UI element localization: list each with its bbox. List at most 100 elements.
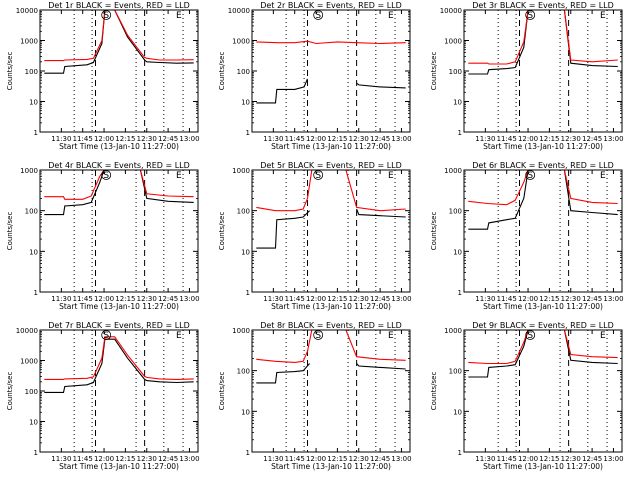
y-tick-label: 10 — [453, 408, 462, 416]
plot-frame — [251, 9, 411, 133]
y-tick-label: 1 — [458, 449, 462, 457]
y-tick-label: 1 — [34, 449, 38, 457]
marker-circle — [313, 330, 324, 340]
series-lld — [468, 10, 618, 65]
x-tick-label: 12:30 — [137, 135, 157, 143]
x-tick-label: 11:45 — [73, 295, 93, 303]
y-axis-label: Counts/sec — [218, 52, 226, 91]
plot-frame — [463, 329, 623, 453]
y-axis-label: Counts/sec — [6, 212, 14, 251]
x-tick-label: 12:15 — [115, 295, 135, 303]
y-tick-label: 100 — [449, 68, 462, 76]
x-tick-label: 12:00 — [306, 135, 326, 143]
x-axis-label: Start Time (13-Jan-10 11:27:00) — [59, 142, 179, 151]
series-lld — [44, 336, 194, 380]
x-tick-label: 12:00 — [94, 455, 114, 463]
x-tick-label: 12:15 — [539, 135, 559, 143]
y-axis-label: Counts/sec — [218, 372, 226, 411]
series-events — [256, 208, 406, 249]
x-tick-label: 12:15 — [327, 455, 347, 463]
x-tick-label: 11:30 — [475, 455, 495, 463]
y-tick-label: 10000 — [440, 7, 462, 15]
x-tick-label: 11:30 — [263, 455, 283, 463]
x-tick-label: 12:15 — [539, 455, 559, 463]
series-events — [468, 330, 618, 378]
x-tick-label: 13:00 — [391, 455, 411, 463]
x-axis-label: Start Time (13-Jan-10 11:27:00) — [483, 302, 603, 311]
panel-title: Det 2r BLACK = Events, RED = LLD — [260, 1, 402, 10]
plot-frame — [463, 9, 623, 133]
marker-circle — [313, 10, 324, 20]
marker-e: E — [176, 331, 182, 341]
x-tick-label: 11:30 — [475, 295, 495, 303]
x-axis-label: Start Time (13-Jan-10 11:27:00) — [271, 302, 391, 311]
x-tick-label: 12:15 — [539, 295, 559, 303]
series-events — [256, 363, 406, 384]
x-tick-label: 12:45 — [582, 135, 602, 143]
marker-s: S — [103, 171, 109, 181]
y-tick-label: 1000 — [20, 358, 38, 366]
x-tick-label: 11:30 — [475, 135, 495, 143]
series-events — [44, 338, 194, 393]
y-tick-label: 1 — [246, 129, 250, 137]
y-tick-label: 100 — [237, 68, 250, 76]
x-tick-label: 11:45 — [497, 135, 517, 143]
x-axis-label: Start Time (13-Jan-10 11:27:00) — [483, 142, 603, 151]
y-tick-label: 1000 — [20, 38, 38, 46]
y-tick-label: 1 — [458, 129, 462, 137]
x-tick-label: 12:15 — [115, 455, 135, 463]
y-tick-label: 100 — [25, 388, 38, 396]
y-tick-label: 1000 — [444, 327, 462, 335]
marker-s: S — [103, 331, 109, 341]
y-tick-label: 100 — [449, 368, 462, 376]
x-tick-label: 12:30 — [561, 295, 581, 303]
y-axis-label: Counts/sec — [430, 212, 438, 251]
x-tick-label: 11:45 — [497, 455, 517, 463]
x-tick-label: 11:30 — [51, 295, 71, 303]
x-tick-label: 12:15 — [327, 135, 347, 143]
marker-e: E — [388, 11, 394, 21]
panel-title: Det 3r BLACK = Events, RED = LLD — [472, 1, 614, 10]
panel-title: Det 7r BLACK = Events, RED = LLD — [48, 321, 190, 330]
marker-s: S — [315, 171, 321, 181]
y-tick-label: 100 — [237, 368, 250, 376]
marker-s: S — [527, 11, 533, 21]
y-tick-label: 100 — [237, 208, 250, 216]
series-lld — [256, 330, 406, 363]
x-tick-label: 12:30 — [561, 135, 581, 143]
marker-s: S — [315, 11, 321, 21]
panel-title: Det 6r BLACK = Events, RED = LLD — [472, 161, 614, 170]
y-axis-label: Counts/sec — [6, 372, 14, 411]
marker-e: E — [600, 11, 606, 21]
x-tick-label: 13:00 — [391, 295, 411, 303]
marker-e: E — [600, 171, 606, 181]
x-tick-label: 13:00 — [179, 135, 199, 143]
y-tick-label: 10000 — [228, 7, 250, 15]
marker-circle — [525, 10, 536, 20]
x-tick-label: 12:45 — [158, 295, 178, 303]
marker-s: S — [315, 331, 321, 341]
x-tick-label: 12:45 — [370, 455, 390, 463]
marker-circle — [101, 170, 112, 180]
y-tick-label: 1000 — [444, 167, 462, 175]
panel-title: Det 5r BLACK = Events, RED = LLD — [260, 161, 402, 170]
series-lld — [44, 10, 194, 62]
x-tick-label: 11:45 — [497, 295, 517, 303]
x-tick-label: 12:00 — [518, 295, 538, 303]
panel-title: Det 9r BLACK = Events, RED = LLD — [472, 321, 614, 330]
x-tick-label: 12:30 — [137, 455, 157, 463]
y-tick-label: 10 — [241, 408, 250, 416]
x-tick-label: 13:00 — [603, 135, 623, 143]
y-tick-label: 1000 — [444, 38, 462, 46]
x-tick-label: 12:45 — [582, 455, 602, 463]
x-tick-label: 11:30 — [51, 135, 71, 143]
y-tick-label: 10 — [241, 248, 250, 256]
marker-circle — [101, 330, 112, 340]
y-tick-label: 10 — [241, 99, 250, 107]
